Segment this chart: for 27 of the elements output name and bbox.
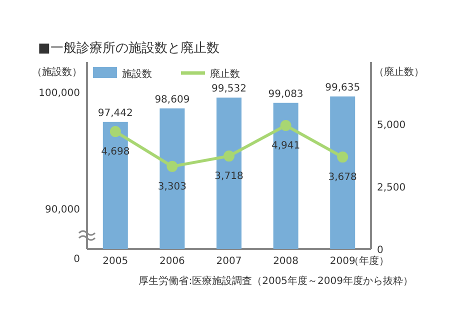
data-label: 97,442 xyxy=(98,108,133,119)
point xyxy=(224,150,234,162)
y2-tick-label: 5,000 xyxy=(377,120,406,131)
data-label: 98,609 xyxy=(154,94,190,106)
point xyxy=(280,120,292,131)
legend-label: 廃止数 xyxy=(210,68,240,80)
legend-label: 施設数 xyxy=(122,68,152,80)
point xyxy=(110,126,121,138)
y-tick-label: 100,000 xyxy=(38,88,80,100)
chart-title: ■一般診療所の施設数と廃止数 xyxy=(38,41,220,56)
y2-axis-title: （廃止数） xyxy=(374,66,424,78)
data-label: 99,635 xyxy=(325,82,360,94)
y2-tick-label: 0 xyxy=(377,245,384,256)
x-tick-label: 2008 xyxy=(273,256,299,267)
y2-tick-label: 2,500 xyxy=(377,182,406,194)
text: 厚生労働省:医療施設調査（2005年度～2009年度から抜粋） xyxy=(138,275,413,287)
x-tick-label: 2007 xyxy=(216,256,242,267)
point xyxy=(337,152,348,163)
y-tick-label: 90,000 xyxy=(45,204,80,216)
x-tick-label: 2006 xyxy=(159,256,185,267)
y-axis-title: （施設数） xyxy=(32,66,82,78)
data-label: 99,532 xyxy=(212,84,246,95)
data-label: 99,083 xyxy=(268,88,304,100)
point xyxy=(166,160,178,172)
x-tick-label: 2009 xyxy=(330,256,356,267)
text: 0 xyxy=(74,254,80,265)
x-tick-label: 2005 xyxy=(102,256,128,267)
